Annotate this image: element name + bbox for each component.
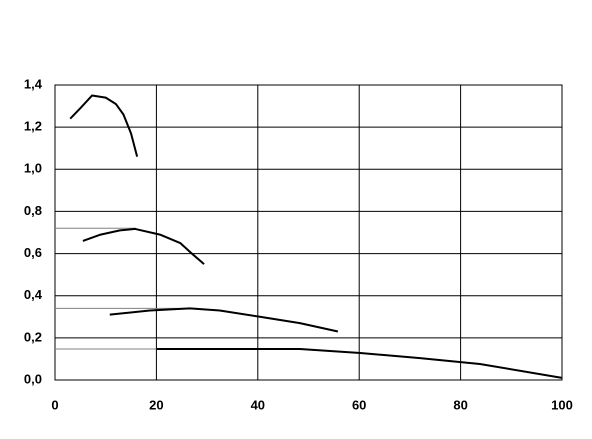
series-line [69,94,139,157]
x-tick-label: 40 [251,397,265,412]
y-tick-label: 1,0 [24,161,42,176]
y-tick-label: 0,0 [24,371,42,386]
y-tick-label: 1,2 [24,119,42,134]
x-tick-label: 0 [51,397,58,412]
x-tick-label: 60 [352,397,366,412]
y-tick-label: 0,8 [24,203,42,218]
y-tick-label: 0,2 [24,329,42,344]
x-tick-label: 20 [149,397,163,412]
x-tick-label: 100 [551,397,573,412]
y-tick-label: 0,4 [24,287,43,302]
y-tick-label: 1,4 [24,76,43,91]
series-line [109,307,339,333]
plot-frame [54,84,563,381]
series-line [82,227,205,265]
x-tick-label: 80 [453,397,467,412]
series-line [156,348,563,379]
y-tick-label: 0,6 [24,245,42,260]
